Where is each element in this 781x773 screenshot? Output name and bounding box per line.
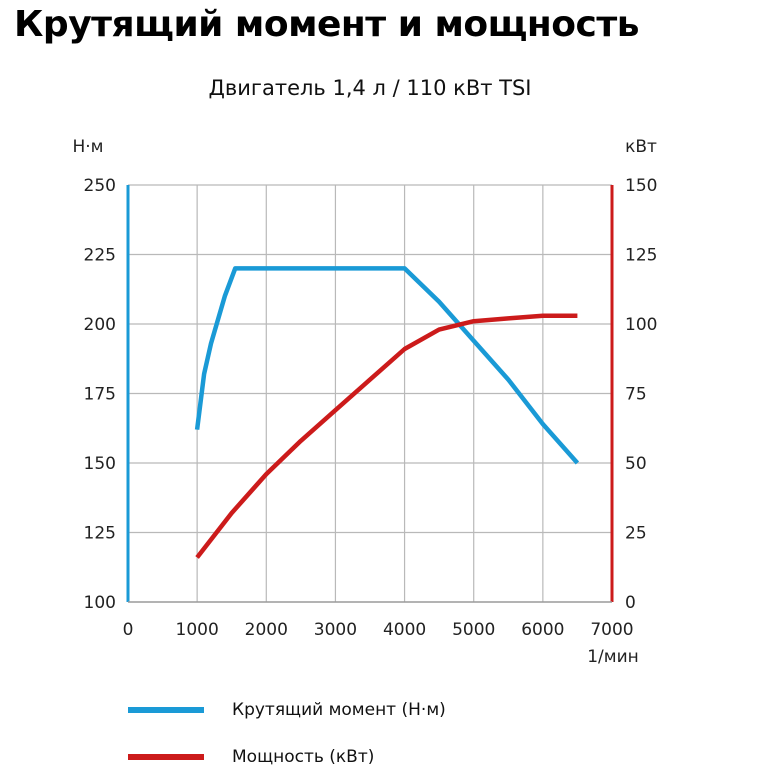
- y-tick-label-right-6: 150: [625, 176, 657, 196]
- y-tick-label-left-4: 200: [84, 315, 116, 335]
- x-tick-label-0: 0: [123, 620, 134, 640]
- page-title: Крутящий момент и мощность: [14, 4, 639, 45]
- x-tick-label-7: 7000: [590, 620, 633, 640]
- y-tick-label-left-5: 225: [84, 246, 116, 266]
- chart-subtitle: Двигатель 1,4 л / 110 кВт TSI: [208, 76, 532, 100]
- y-tick-label-right-1: 25: [625, 524, 647, 544]
- axes: [126, 185, 614, 603]
- grid-lines: [128, 184, 612, 602]
- y-axis-label-right: кВт: [625, 137, 657, 157]
- y-tick-label-right-4: 100: [625, 315, 657, 335]
- y-tick-label-left-2: 150: [84, 454, 116, 474]
- y-tick-label-right-3: 75: [625, 385, 647, 405]
- x-axis-label: 1/мин: [587, 647, 639, 667]
- series-line-0: [194, 266, 580, 465]
- axis-labels: 100 125 150 175 200 225 250 0 25 50 75 100 125 150 0 10…: [72, 137, 657, 667]
- y-tick-label-right-5: 125: [625, 246, 657, 266]
- series-line-1: [195, 313, 578, 559]
- x-tick-label-5: 5000: [452, 620, 495, 640]
- x-tick-label-4: 4000: [383, 620, 426, 640]
- x-tick-label-2: 2000: [245, 620, 288, 640]
- y-tick-label-left-0: 100: [84, 593, 116, 613]
- y-tick-label-left-6: 250: [84, 176, 116, 196]
- y-tick-label-right-0: 0: [625, 593, 636, 613]
- y-tick-label-left-1: 125: [84, 524, 116, 544]
- y-tick-label-left-3: 175: [84, 385, 116, 405]
- x-tick-label-1: 1000: [176, 620, 219, 640]
- data-series: [194, 266, 580, 559]
- x-tick-label-3: 3000: [314, 620, 357, 640]
- y-axis-label-left: Н·м: [72, 137, 103, 157]
- y-tick-label-right-2: 50: [625, 454, 647, 474]
- x-tick-label-6: 6000: [521, 620, 564, 640]
